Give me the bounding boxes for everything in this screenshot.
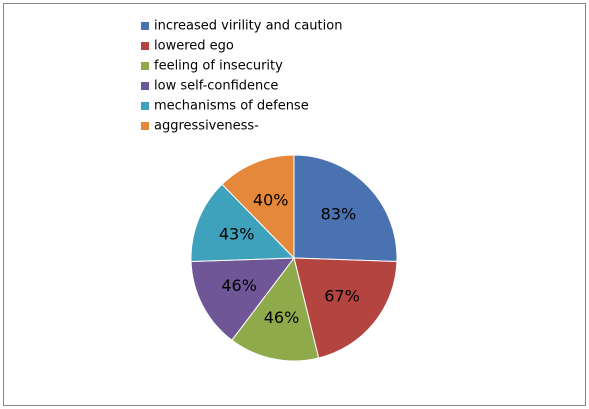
legend-swatch xyxy=(141,102,149,110)
pie-slice xyxy=(190,183,296,263)
legend-label: aggressiveness- xyxy=(154,119,259,134)
legend-swatch xyxy=(141,122,149,130)
pie-slice xyxy=(190,257,296,341)
pie-slice xyxy=(231,256,320,362)
legend-label: increased virility and caution xyxy=(154,19,342,34)
legend-swatch xyxy=(141,62,149,70)
legend-swatch xyxy=(141,22,149,30)
legend-swatch xyxy=(141,42,149,50)
data-label: 46% xyxy=(264,308,300,327)
data-label: 43% xyxy=(219,224,255,243)
legend-label: lowered ego xyxy=(154,39,234,54)
data-label: 46% xyxy=(221,276,257,295)
legend-label: mechanisms of defense xyxy=(154,99,309,114)
data-label: 40% xyxy=(253,190,289,209)
pie-slice xyxy=(293,257,398,359)
data-label: 83% xyxy=(321,205,357,224)
legend-label: feeling of insecurity xyxy=(154,59,283,74)
pie-slice xyxy=(221,154,295,260)
pie-slice xyxy=(293,154,398,263)
data-label: 67% xyxy=(324,286,360,305)
legend-swatch xyxy=(141,82,149,90)
legend-label: low self-confidence xyxy=(154,79,278,94)
